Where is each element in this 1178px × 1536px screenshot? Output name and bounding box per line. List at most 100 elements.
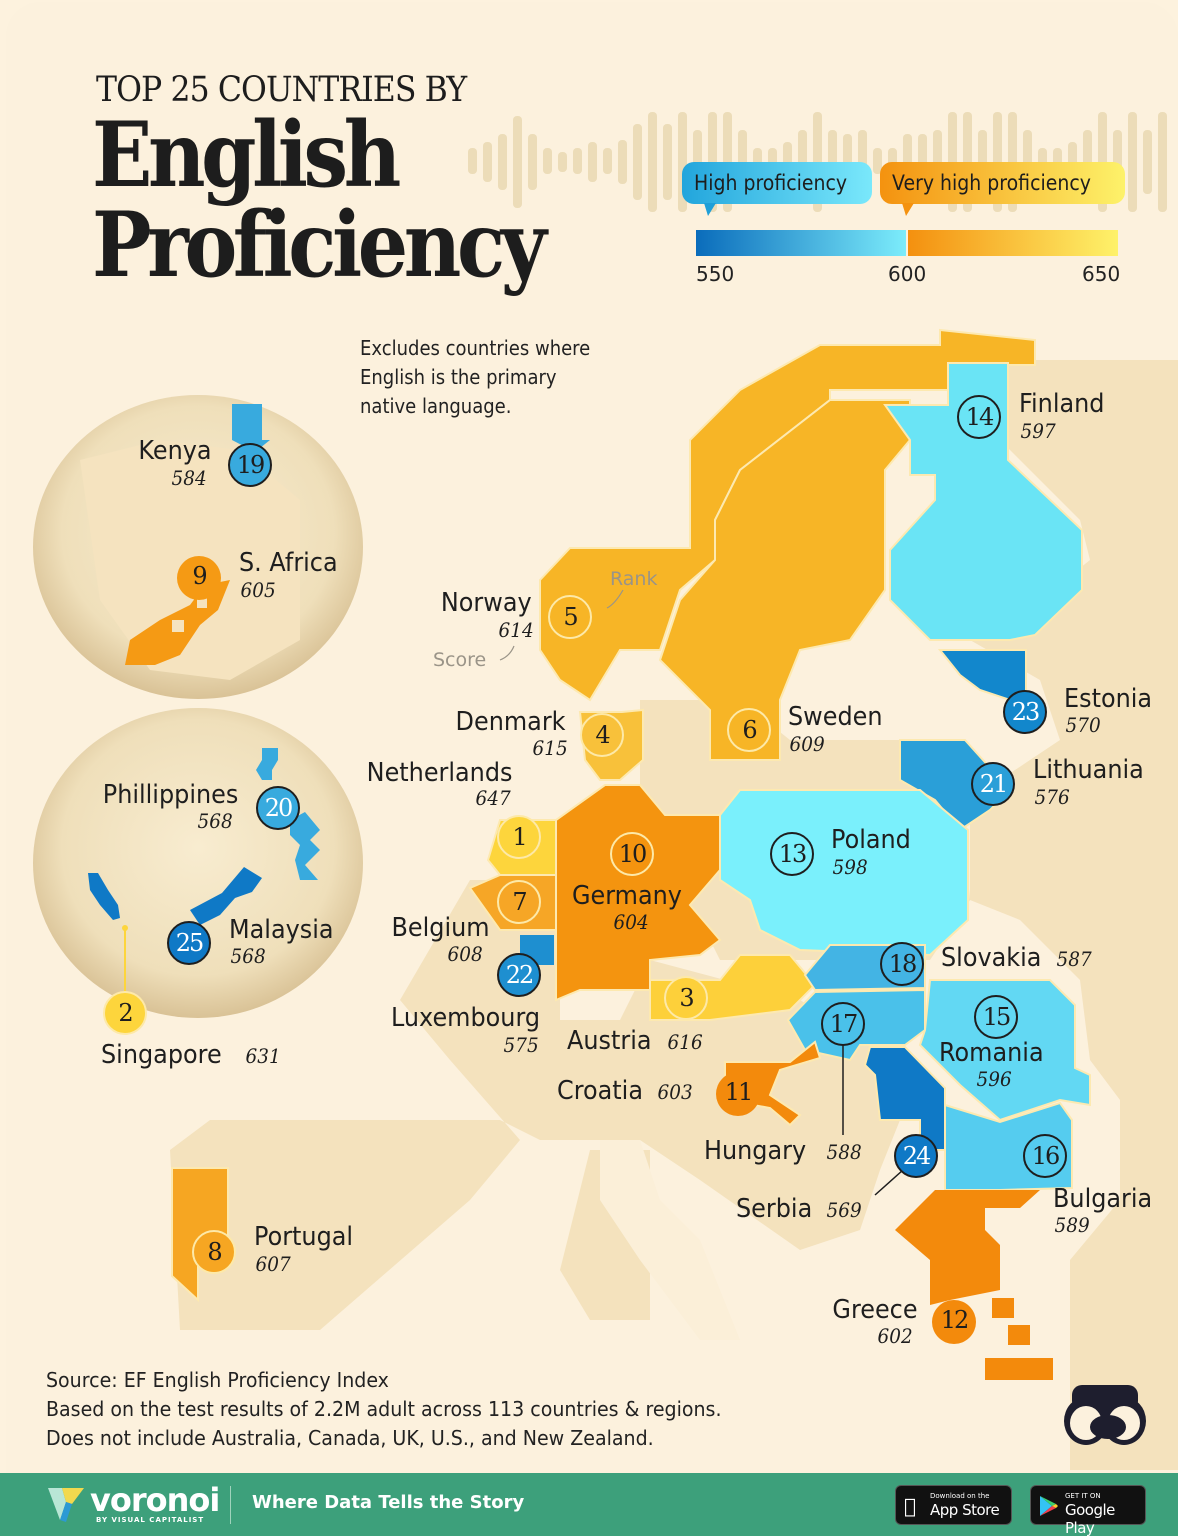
score-luxembourg: 575 — [503, 1033, 539, 1057]
rank-badge-estonia: 23 — [1003, 690, 1047, 734]
country-label-austria: Austria — [567, 1026, 652, 1056]
country-label-lithuania: Lithuania — [1033, 755, 1144, 785]
country-label-portugal: Portugal — [254, 1222, 354, 1252]
scale-tick-600: 600 — [888, 262, 927, 286]
score-hungary: 588 — [826, 1140, 862, 1164]
source-line: Source: EF English Proficiency Index — [46, 1368, 389, 1392]
country-label-croatia: Croatia — [557, 1076, 643, 1106]
exclusions-line: Does not include Australia, Canada, UK, … — [46, 1426, 654, 1450]
score-finland: 597 — [1020, 419, 1056, 443]
legend-very-high-proficiency: Very high proficiency — [880, 162, 1125, 216]
score-lithuania: 576 — [1034, 785, 1070, 809]
country-label-netherlands: Netherlands — [366, 758, 512, 788]
rank-badge-slovakia: 18 — [880, 942, 924, 986]
source-notes: Source: EF English Proficiency Index Bas… — [46, 1366, 721, 1453]
country-label-belgium: Belgium — [391, 913, 490, 943]
score-slovakia: 587 — [1056, 947, 1092, 971]
country-label-philippines: Phillippines — [102, 780, 238, 810]
score-croatia: 603 — [657, 1080, 693, 1104]
score-belgium: 608 — [447, 942, 483, 966]
country-label-hungary: Hungary — [704, 1136, 807, 1166]
title-kicker: TOP 25 COUNTRIES BY — [96, 70, 467, 110]
rank-badge-sweden: 6 — [727, 708, 771, 752]
country-label-romania: Romania — [939, 1038, 1044, 1068]
rank-badge-norway: 5 — [548, 595, 592, 639]
country-label-s-africa: S. Africa — [239, 548, 338, 578]
country-label-singapore: Singapore — [101, 1040, 222, 1070]
rank-badge-denmark: 4 — [580, 713, 624, 757]
country-label-greece: Greece — [832, 1295, 918, 1325]
country-label-estonia: Estonia — [1064, 684, 1153, 714]
country-label-sweden: Sweden — [788, 702, 883, 732]
rank-badge-serbia: 24 — [894, 1134, 938, 1178]
country-label-kenya: Kenya — [138, 436, 212, 466]
score-denmark: 615 — [532, 736, 568, 760]
score-estonia: 570 — [1065, 713, 1101, 737]
google-play-button[interactable]: GET IT ON Google Play — [1030, 1485, 1146, 1536]
score-singapore: 631 — [245, 1044, 281, 1068]
score-greece: 602 — [877, 1324, 913, 1348]
rank-badge-malaysia: 25 — [167, 921, 211, 965]
score-portugal: 607 — [255, 1252, 291, 1276]
rank-badge-netherlands: 1 — [497, 815, 541, 859]
title-line-1: English — [92, 102, 401, 208]
rank-hint: Rank — [610, 568, 658, 590]
score-germany: 604 — [613, 910, 649, 934]
google-play-icon — [1040, 1496, 1058, 1516]
scale-tick-550: 550 — [696, 262, 735, 286]
country-label-germany: Germany — [572, 881, 682, 911]
rank-badge-croatia: 11 — [716, 1072, 760, 1116]
rank-badge-austria: 3 — [664, 976, 708, 1020]
score-s-africa: 605 — [240, 578, 276, 602]
score-hint: Score — [433, 649, 487, 671]
score-netherlands: 647 — [475, 786, 511, 810]
apple-icon:  — [904, 1494, 916, 1518]
rank-badge-philippines: 20 — [256, 786, 300, 830]
country-label-norway: Norway — [441, 588, 532, 618]
score-poland: 598 — [832, 855, 868, 879]
rank-badge-luxembourg: 22 — [497, 953, 541, 997]
rank-badge-portugal: 8 — [192, 1230, 236, 1274]
country-label-malaysia: Malaysia — [229, 915, 334, 945]
color-scale-high — [696, 230, 906, 256]
rank-badge-s-africa: 9 — [177, 556, 221, 600]
rank-badge-finland: 14 — [957, 395, 1001, 439]
color-scale-very-high — [908, 230, 1118, 256]
rank-badge-germany: 10 — [610, 832, 654, 876]
rank-badge-bulgaria: 16 — [1023, 1134, 1067, 1178]
country-label-luxembourg: Luxembourg — [390, 1003, 540, 1033]
score-kenya: 584 — [171, 466, 207, 490]
voronoi-logo-icon[interactable] — [46, 1484, 86, 1524]
rank-badge-hungary: 17 — [821, 1002, 865, 1046]
rank-badge-greece: 12 — [932, 1300, 976, 1344]
country-label-poland: Poland — [831, 825, 911, 855]
country-label-bulgaria: Bulgaria — [1053, 1184, 1153, 1214]
scale-tick-650: 650 — [1082, 262, 1121, 286]
rank-badge-lithuania: 21 — [971, 762, 1015, 806]
score-sweden: 609 — [789, 732, 825, 756]
score-bulgaria: 589 — [1054, 1213, 1090, 1237]
methodology-line: Based on the test results of 2.2M adult … — [46, 1397, 722, 1421]
score-norway: 614 — [498, 618, 534, 642]
exclusion-note: Excludes countries where English is the p… — [360, 336, 591, 418]
rank-badge-belgium: 7 — [497, 880, 541, 924]
footer-divider — [230, 1486, 231, 1524]
rank-badge-kenya: 19 — [228, 443, 272, 487]
country-label-denmark: Denmark — [456, 707, 566, 737]
score-romania: 596 — [976, 1067, 1012, 1091]
rank-badge-romania: 15 — [974, 995, 1018, 1039]
country-label-serbia: Serbia — [736, 1194, 813, 1224]
binoculars-icon — [1062, 1385, 1148, 1447]
title-line-2: Proficiency — [92, 192, 547, 298]
score-malaysia: 568 — [230, 944, 266, 968]
tagline: Where Data Tells the Story — [252, 1492, 525, 1513]
brand-name[interactable]: voronoi — [90, 1481, 220, 1519]
rank-badge-singapore: 2 — [103, 991, 147, 1035]
rank-badge-poland: 13 — [770, 832, 814, 876]
brand-byline: BY VISUAL CAPITALIST — [96, 1516, 205, 1524]
country-label-slovakia: Slovakia — [941, 943, 1042, 973]
score-austria: 616 — [667, 1030, 703, 1054]
app-store-button[interactable]:  Download on the App Store — [895, 1485, 1012, 1525]
score-serbia: 569 — [826, 1198, 862, 1222]
country-label-finland: Finland — [1019, 389, 1105, 419]
